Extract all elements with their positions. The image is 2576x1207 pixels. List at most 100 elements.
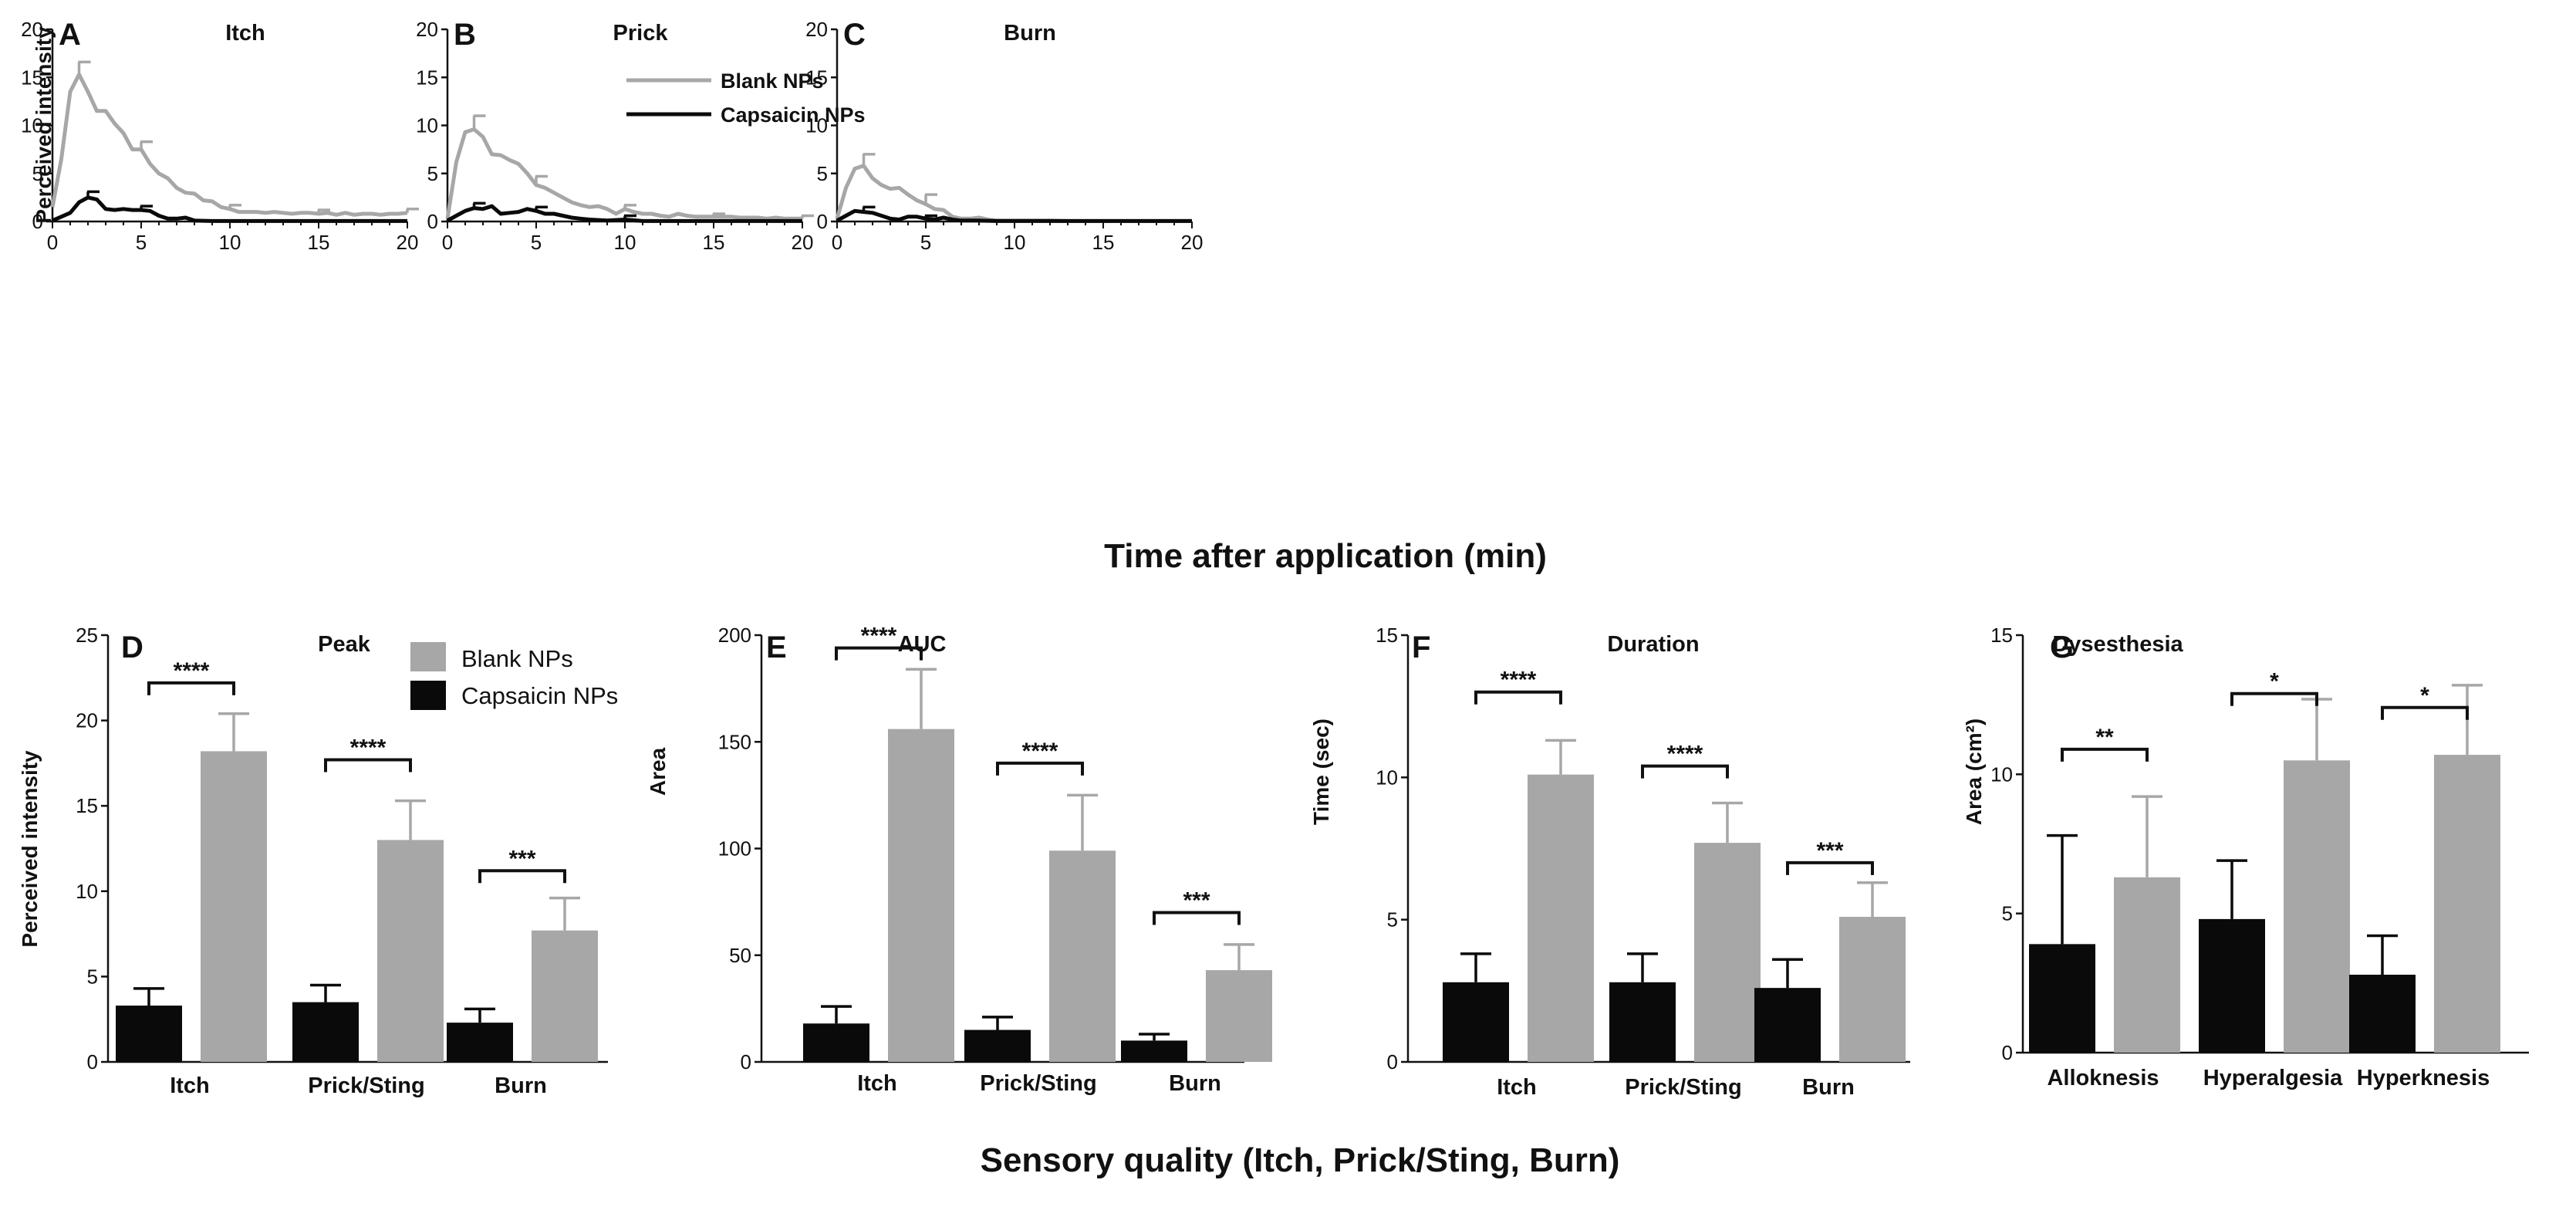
panel-e-bar-capsaicin bbox=[1121, 1040, 1187, 1062]
panel-b-ytick-label: 15 bbox=[416, 66, 438, 89]
panel-e-ytick-label: 150 bbox=[718, 730, 751, 753]
panel-d-category-label: Itch bbox=[170, 1073, 210, 1098]
panel-d-bar-capsaicin bbox=[447, 1023, 513, 1062]
panel-d-bar-blank bbox=[532, 930, 598, 1062]
panel-e-ylabel: Area bbox=[646, 747, 670, 796]
panel-g-sig-bracket bbox=[2061, 747, 2149, 762]
legend-d-capsaicin-label: Capsaicin NPs bbox=[461, 682, 618, 709]
panel-d-sig-bracket bbox=[147, 681, 235, 695]
legend-a-blank-label: Blank NPs bbox=[721, 69, 824, 93]
panel-f-title: Duration bbox=[1607, 632, 1699, 657]
legend-d-capsaicin-swatch bbox=[410, 681, 446, 710]
panel-a-xtick-label: 10 bbox=[219, 231, 241, 254]
panel-b-xtick-label: 0 bbox=[442, 231, 453, 254]
panel-d-ytick-label: 10 bbox=[76, 880, 98, 903]
panel-a-title: Itch bbox=[225, 21, 265, 46]
panel-a-xtick-label: 0 bbox=[47, 231, 58, 254]
panel-a-xtick-label: 20 bbox=[397, 231, 419, 254]
panel-g-ytick-label: 10 bbox=[1990, 762, 2013, 786]
panel-e-bar-capsaicin bbox=[964, 1030, 1031, 1062]
panel-b-ytick-label: 5 bbox=[427, 162, 438, 185]
panel-f-sig-bracket bbox=[1474, 690, 1562, 705]
panel-f-sig-label: **** bbox=[1501, 668, 1537, 693]
panel-f-sig-bracket bbox=[1786, 860, 1874, 875]
panel-e-ytick-label: 200 bbox=[718, 624, 751, 647]
panel-a-xtick-label: 5 bbox=[136, 231, 147, 254]
panel-a-ytick-label: 15 bbox=[21, 66, 43, 89]
panel-c-ytick-label: 0 bbox=[817, 210, 828, 233]
panel-d-sig-bracket bbox=[324, 758, 412, 773]
panel-c-blank-line bbox=[835, 164, 1192, 223]
panel-g-ytick-label: 15 bbox=[1990, 624, 2013, 647]
panel-g-bar-blank bbox=[2114, 877, 2180, 1053]
panel-f-letter: F bbox=[1412, 631, 1430, 664]
panel-g-category-label: Hyperalgesia bbox=[2203, 1066, 2343, 1090]
panel-a-blank-line bbox=[50, 73, 408, 217]
panel-e-sig-bracket bbox=[1153, 911, 1241, 925]
bottom-shared-xlabel: Sensory quality (Itch, Prick/Sting, Burn… bbox=[981, 1141, 1620, 1179]
panel-c-ytick-label: 5 bbox=[817, 162, 828, 185]
panel-d-ytick-label: 20 bbox=[76, 709, 98, 732]
panel-d-sig-label: **** bbox=[174, 658, 210, 684]
panel-g-bar-capsaicin bbox=[2349, 975, 2416, 1053]
panel-g-sig-bracket bbox=[2381, 705, 2469, 720]
panel-b-capsaicin-line bbox=[446, 204, 802, 223]
panel-g-category-label: Hyperknesis bbox=[2357, 1066, 2490, 1090]
panel-e-category-label: Prick/Sting bbox=[980, 1071, 1097, 1096]
panel-f-bar-capsaicin bbox=[1754, 988, 1821, 1062]
panel-d-bar-blank bbox=[377, 840, 444, 1062]
panel-f-category-label: Prick/Sting bbox=[1625, 1075, 1742, 1100]
panel-f-bar-blank bbox=[1694, 843, 1761, 1062]
panel-g-ytick-label: 5 bbox=[2002, 902, 2013, 925]
panel-f-bar-capsaicin bbox=[1443, 982, 1509, 1062]
panel-f-sig-label: *** bbox=[1816, 838, 1843, 864]
panel-c-xtick-label: 0 bbox=[832, 231, 842, 254]
panel-f-ytick-label: 5 bbox=[1387, 908, 1398, 931]
panel-a-ytick-label: 0 bbox=[32, 210, 43, 233]
panel-a-ytick-label: 5 bbox=[32, 162, 43, 185]
panel-f-ytick-label: 0 bbox=[1387, 1050, 1398, 1073]
panel-e-bar-blank bbox=[1049, 850, 1116, 1062]
panel-c-capsaicin-line bbox=[836, 208, 1192, 223]
panel-g-sig-label: * bbox=[2270, 669, 2279, 695]
panel-a-letter: A bbox=[59, 18, 81, 52]
panel-d-ytick-label: 25 bbox=[76, 624, 98, 647]
panel-e-bar-blank bbox=[888, 729, 954, 1062]
panel-d-letter: D bbox=[121, 631, 143, 664]
panel-e-category-label: Itch bbox=[857, 1071, 897, 1096]
panel-f-ytick-label: 15 bbox=[1376, 624, 1398, 647]
panel-d-sig-label: *** bbox=[508, 846, 535, 871]
panel-f-sig-bracket bbox=[1641, 764, 1729, 779]
panel-b-ytick-label: 20 bbox=[416, 18, 438, 41]
panel-e-category-label: Burn bbox=[1169, 1071, 1221, 1096]
panel-d-category-label: Prick/Sting bbox=[308, 1073, 425, 1098]
panel-e-title: AUC bbox=[898, 632, 947, 657]
panel-a-capsaicin-line bbox=[52, 195, 407, 223]
panel-b-xtick-label: 15 bbox=[703, 231, 725, 254]
panel-b-letter: B bbox=[454, 18, 476, 52]
panel-f-bar-blank bbox=[1528, 774, 1594, 1062]
panel-c-title: Burn bbox=[1004, 21, 1056, 46]
panel-c-xtick-label: 15 bbox=[1092, 231, 1115, 254]
panel-e-ytick-label: 0 bbox=[741, 1050, 751, 1073]
legend-a-capsaicin-label: Capsaicin NPs bbox=[721, 103, 866, 127]
panel-c-xtick-label: 10 bbox=[1004, 231, 1026, 254]
panel-g-sig-bracket bbox=[2230, 691, 2318, 706]
panel-e-bar-blank bbox=[1206, 970, 1272, 1062]
panel-b-xtick-label: 10 bbox=[614, 231, 636, 254]
panel-g-title: Dysesthesia bbox=[2052, 632, 2183, 657]
panel-d-bar-capsaicin bbox=[292, 1002, 359, 1062]
panel-e-ytick-label: 100 bbox=[718, 837, 751, 860]
panel-c-letter: C bbox=[843, 18, 866, 52]
panel-e-ytick-label: 50 bbox=[729, 944, 751, 967]
panel-f-ytick-label: 10 bbox=[1376, 766, 1398, 789]
panel-f-ylabel: Time (sec) bbox=[1309, 718, 1333, 825]
panel-f-category-label: Itch bbox=[1497, 1075, 1537, 1100]
panel-c-xtick-label: 20 bbox=[1181, 231, 1204, 254]
panel-b-ytick-label: 0 bbox=[427, 210, 438, 233]
panel-e-sig-label: *** bbox=[1183, 888, 1210, 913]
panel-e-sig-label: **** bbox=[1022, 739, 1058, 764]
panel-g-category-label: Alloknesis bbox=[2047, 1066, 2159, 1090]
panel-c-xtick-label: 5 bbox=[920, 231, 931, 254]
